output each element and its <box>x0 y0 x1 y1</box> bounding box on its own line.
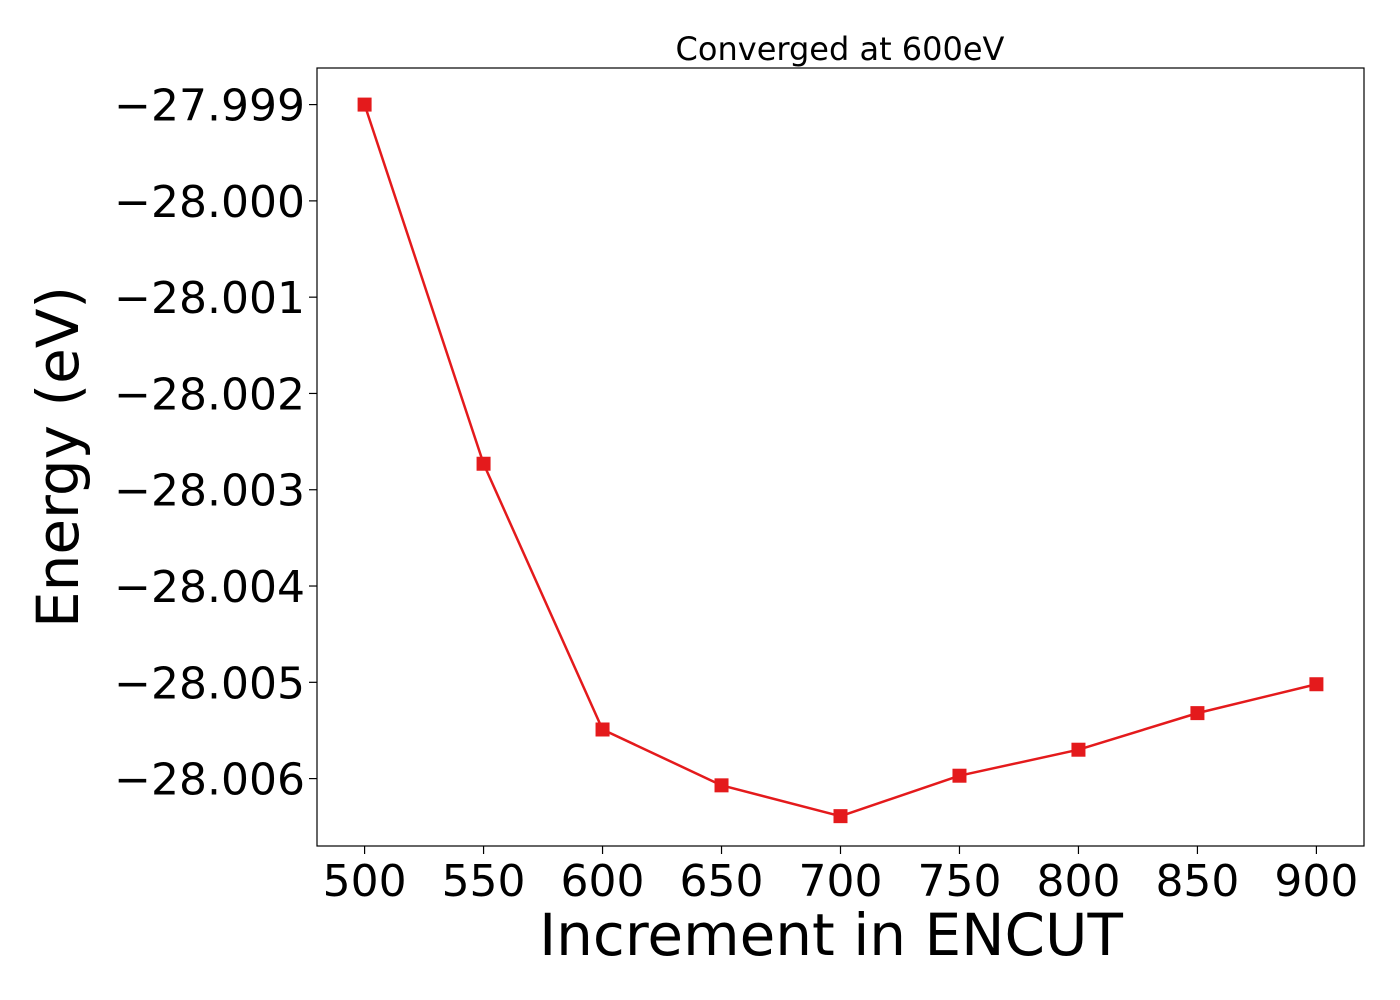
data-point <box>595 722 610 737</box>
axes-frame <box>316 67 1365 847</box>
data-point <box>476 456 491 471</box>
data-point <box>1309 677 1324 692</box>
y-tick-label: −28.002 <box>114 369 305 420</box>
data-point <box>714 778 729 793</box>
x-tick-label: 750 <box>917 856 1001 907</box>
y-tick-label: −28.000 <box>114 177 305 228</box>
x-tick-label: 800 <box>1036 856 1120 907</box>
x-tick-label: 500 <box>323 856 407 907</box>
plot-area <box>357 97 1324 824</box>
y-tick-label: −28.006 <box>114 755 305 806</box>
data-point <box>1190 706 1205 721</box>
y-tick-label: −27.999 <box>114 81 305 132</box>
x-tick-label: 900 <box>1274 856 1358 907</box>
data-point <box>1071 742 1086 757</box>
y-tick-label: −28.005 <box>114 658 305 709</box>
y-tick-label: −28.001 <box>114 273 305 324</box>
y-tick-label: −28.003 <box>114 466 305 517</box>
data-point <box>357 97 372 112</box>
y-axis-label: Energy (eV) <box>24 286 92 628</box>
data-point <box>952 768 967 783</box>
x-tick-label: 650 <box>680 856 764 907</box>
x-tick-label: 600 <box>561 856 645 907</box>
x-tick-label: 850 <box>1155 856 1239 907</box>
data-point <box>833 809 848 824</box>
x-tick-label: 550 <box>442 856 526 907</box>
y-axis-ticks: −27.999 −28.000 −28.001 −28.002 −28.003 −28.0… <box>114 81 317 806</box>
x-axis-label: Increment in ENCUT <box>539 901 1123 969</box>
x-axis-ticks: 500 550 600 650 700 750 800 850 900 <box>323 846 1358 907</box>
chart-title: Converged at 600eV <box>676 30 1005 68</box>
y-tick-label: −28.004 <box>114 562 305 613</box>
x-tick-label: 700 <box>799 856 883 907</box>
